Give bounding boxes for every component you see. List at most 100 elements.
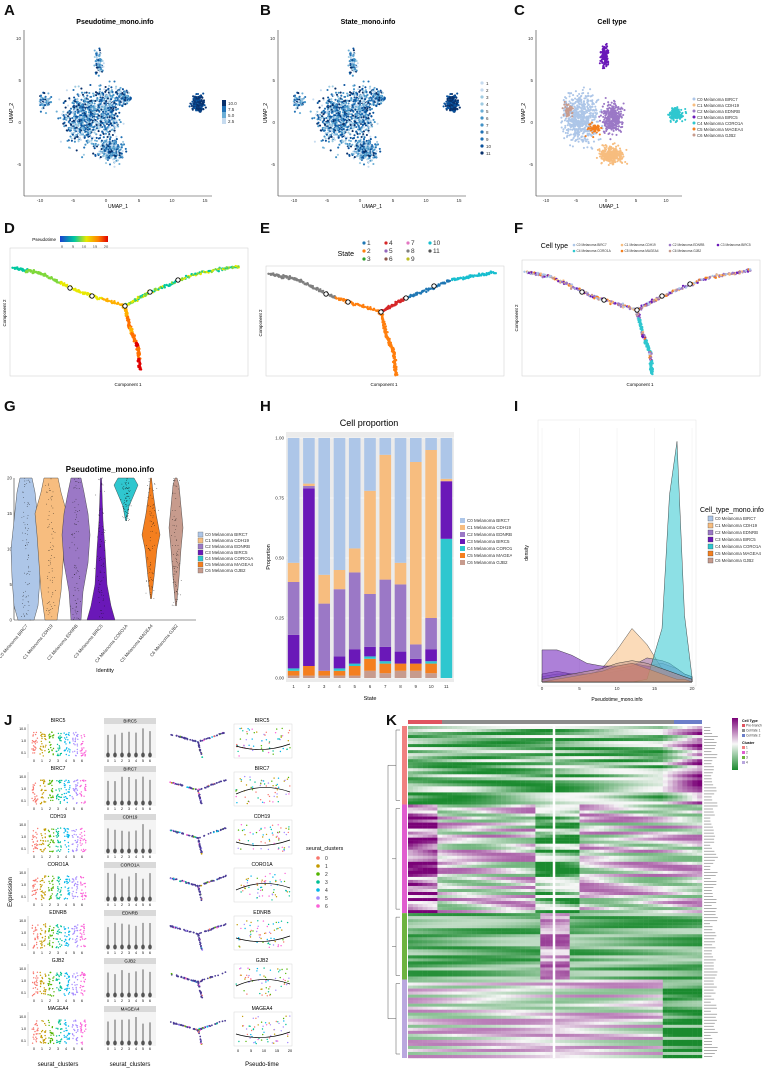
umap-point <box>356 110 359 113</box>
umap-point <box>605 110 608 113</box>
panel-b-xlabel: UMAP_1 <box>362 204 382 210</box>
umap-point <box>356 65 359 68</box>
umap-point <box>75 105 78 108</box>
umap-point <box>607 150 610 153</box>
umap-point <box>116 159 119 162</box>
umap-point <box>98 55 101 58</box>
umap-point <box>122 143 125 146</box>
umap-point <box>111 139 114 142</box>
umap-point <box>311 117 314 120</box>
umap-point <box>365 116 368 119</box>
umap-point <box>195 93 198 96</box>
umap-point <box>76 111 79 114</box>
umap-point <box>617 144 620 147</box>
umap-point <box>121 150 124 153</box>
umap-point <box>579 129 582 132</box>
umap-point <box>576 94 579 97</box>
legend-swatch <box>480 137 484 141</box>
umap-point <box>90 142 94 145</box>
panel-a-ytick: 0 <box>18 120 21 125</box>
umap-point <box>600 153 603 156</box>
umap-point <box>318 106 321 109</box>
umap-point <box>361 87 364 90</box>
umap-point <box>581 124 584 127</box>
umap-point <box>329 128 332 131</box>
umap-point <box>198 110 201 113</box>
umap-point <box>344 102 347 105</box>
umap-point <box>334 87 337 90</box>
umap-point <box>108 163 112 166</box>
umap-point <box>362 163 366 166</box>
umap-point <box>65 118 68 122</box>
umap-point <box>580 112 584 115</box>
umap-point <box>97 114 101 117</box>
umap-point <box>105 151 108 154</box>
umap-point <box>63 116 66 119</box>
umap-point <box>454 99 457 102</box>
umap-point <box>587 92 590 95</box>
umap-point <box>87 127 90 130</box>
umap-point <box>564 126 567 129</box>
umap-point <box>109 122 112 125</box>
umap-point <box>603 54 606 57</box>
umap-point <box>47 99 50 102</box>
umap-point <box>592 112 595 115</box>
panel-letter-i: I <box>514 398 519 415</box>
umap-point <box>336 124 340 128</box>
umap-point <box>73 96 76 99</box>
umap-point <box>39 94 43 97</box>
umap-point <box>326 121 329 124</box>
umap-point <box>355 125 358 129</box>
umap-point <box>108 126 111 129</box>
umap-point <box>362 80 365 83</box>
umap-point <box>586 134 589 137</box>
panel-b-ytick: 0 <box>272 120 275 125</box>
umap-point <box>76 132 80 135</box>
umap-point <box>74 100 77 103</box>
umap-point <box>575 132 578 135</box>
umap-point <box>574 121 578 124</box>
umap-point <box>94 144 97 147</box>
umap-point <box>94 142 97 145</box>
umap-point <box>68 129 72 132</box>
umap-point <box>191 100 194 103</box>
umap-point <box>358 106 361 109</box>
umap-point <box>570 117 574 120</box>
umap-point <box>121 88 124 91</box>
umap-point <box>600 155 603 158</box>
umap-point <box>381 91 384 94</box>
umap-point <box>610 114 613 117</box>
umap-point <box>442 105 445 108</box>
umap-point <box>613 149 616 152</box>
umap-point <box>364 141 367 144</box>
umap-point <box>358 132 361 135</box>
umap-point <box>619 160 622 163</box>
umap-point <box>106 113 110 116</box>
umap-point <box>108 80 111 83</box>
umap-point <box>349 71 352 74</box>
umap-point <box>104 127 107 130</box>
umap-point <box>581 103 584 106</box>
umap-point <box>343 106 346 109</box>
umap-point <box>605 154 608 157</box>
umap-point <box>107 130 110 134</box>
umap-point <box>613 142 616 145</box>
umap-point <box>615 121 618 124</box>
umap-point <box>105 158 108 161</box>
umap-point <box>108 116 111 119</box>
umap-point <box>583 128 586 131</box>
umap-point <box>83 146 86 149</box>
umap-point <box>569 128 572 131</box>
umap-point <box>101 121 104 124</box>
umap-point <box>614 102 617 106</box>
umap-point <box>598 149 601 152</box>
umap-point <box>302 101 305 104</box>
umap-point <box>604 96 607 100</box>
umap-point <box>191 107 194 110</box>
umap-point <box>604 120 607 123</box>
umap-point <box>573 105 576 108</box>
umap-point <box>96 113 99 116</box>
umap-point <box>371 125 374 128</box>
umap-point <box>103 128 106 131</box>
